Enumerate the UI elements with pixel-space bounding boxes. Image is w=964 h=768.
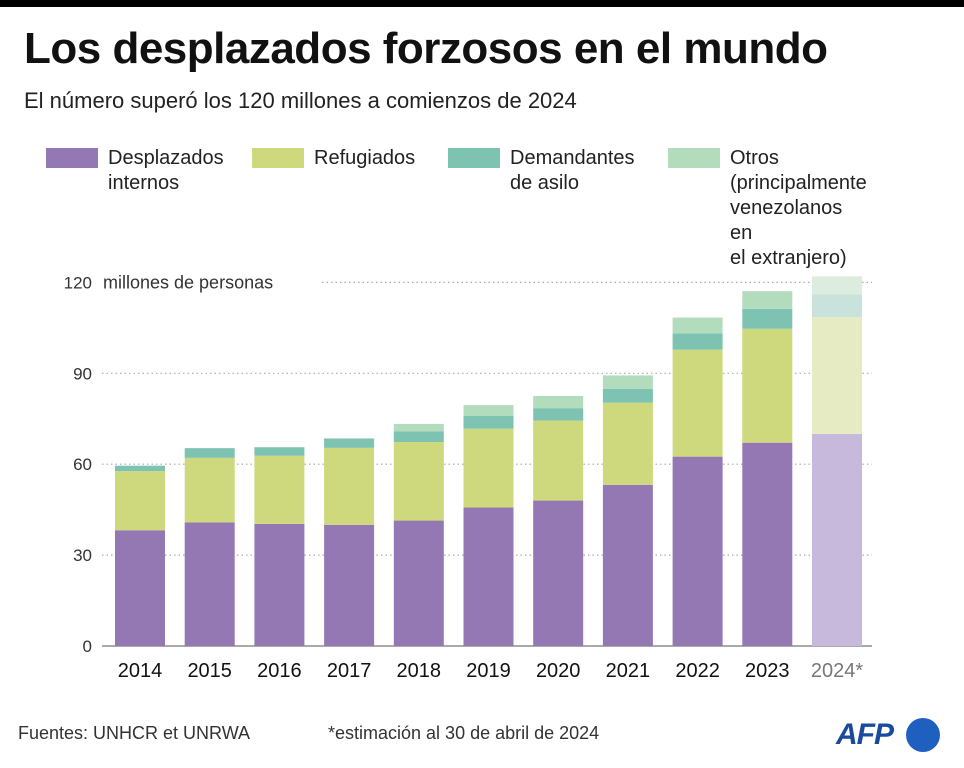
bar-segment xyxy=(254,447,305,456)
top-rule xyxy=(0,0,964,7)
bar-segment xyxy=(533,420,584,501)
legend-swatch xyxy=(668,148,720,168)
bar-segment xyxy=(463,416,514,429)
bar-segment xyxy=(602,375,653,389)
x-tick-label: 2023 xyxy=(745,660,790,682)
source-note: Fuentes: UNHCR et UNRWA xyxy=(18,723,251,743)
legend-label: Refugiados xyxy=(314,147,416,169)
x-tick-label: 2021 xyxy=(606,660,651,682)
afp-logo-text: AFP xyxy=(836,718,894,751)
chart-title: Los desplazados forzosos en el mundo xyxy=(24,24,828,73)
bar-segment xyxy=(393,431,444,443)
y-tick-label: 90 xyxy=(73,364,92,383)
y-tick-label: 120 xyxy=(64,273,92,292)
legend-swatch xyxy=(46,148,98,168)
bar-segment xyxy=(672,333,723,350)
bar-segment xyxy=(115,465,165,472)
y-unit-label: millones de personas xyxy=(103,272,273,292)
bar-segment xyxy=(324,438,375,448)
bar-segment xyxy=(184,457,235,523)
x-tick-label: 2015 xyxy=(187,660,232,682)
bar-segment xyxy=(742,328,793,443)
y-tick-label: 0 xyxy=(83,637,92,656)
bar-segment xyxy=(742,308,793,329)
afp-logo-dot-icon xyxy=(906,718,940,752)
x-tick-label: 2016 xyxy=(257,660,302,682)
bar-segment xyxy=(812,433,862,646)
legend-label: Otros (principalmente venezolanos en el … xyxy=(730,147,867,269)
bar-segment xyxy=(812,317,862,434)
bar-segment xyxy=(672,317,723,334)
legend-label: Desplazados internos xyxy=(108,147,224,194)
bar-segment xyxy=(184,522,235,646)
bar-segment xyxy=(254,523,305,646)
bar-segment xyxy=(115,530,165,646)
bar-segment xyxy=(812,276,862,295)
bar-segment xyxy=(324,524,375,646)
y-tick-label: 30 xyxy=(73,546,92,565)
bar-segment xyxy=(742,442,793,646)
bar-segment xyxy=(602,402,653,485)
bar-segment xyxy=(184,448,235,458)
legend-swatch xyxy=(448,148,500,168)
bar-segment xyxy=(533,500,584,646)
bar-segment xyxy=(602,388,653,403)
bar-segment xyxy=(463,405,514,417)
x-tick-label: 2019 xyxy=(466,660,511,682)
bar-segment xyxy=(324,447,375,525)
bar-segment xyxy=(254,455,305,524)
bar-segment xyxy=(393,520,444,646)
x-tick-label: 2018 xyxy=(397,660,442,682)
bar-segment xyxy=(672,349,723,457)
y-tick-label: 60 xyxy=(73,455,92,474)
x-tick-label: 2014 xyxy=(118,660,163,682)
legend-label: Demandantes de asilo xyxy=(510,147,635,194)
bar-segment xyxy=(393,423,444,432)
bar-segment xyxy=(463,507,514,646)
x-tick-label: 2024* xyxy=(811,660,863,682)
bar-segment xyxy=(812,294,862,318)
bar-segment xyxy=(533,396,584,409)
x-tick-label: 2020 xyxy=(536,660,581,682)
bar-segment xyxy=(463,428,514,508)
estimate-footnote: *estimación al 30 de abril de 2024 xyxy=(328,723,600,743)
bar-segment xyxy=(533,408,584,421)
x-tick-label: 2017 xyxy=(327,660,372,682)
bar-segment xyxy=(742,291,793,309)
bar-segment xyxy=(115,471,165,531)
bar-segment xyxy=(672,456,723,646)
bar-segment xyxy=(602,484,653,646)
afp-logo: AFP xyxy=(836,716,946,756)
x-tick-label: 2022 xyxy=(675,660,720,682)
chart-subtitle: El número superó los 120 millones a comi… xyxy=(24,88,577,113)
legend-swatch xyxy=(252,148,304,168)
bar-segment xyxy=(393,442,444,521)
